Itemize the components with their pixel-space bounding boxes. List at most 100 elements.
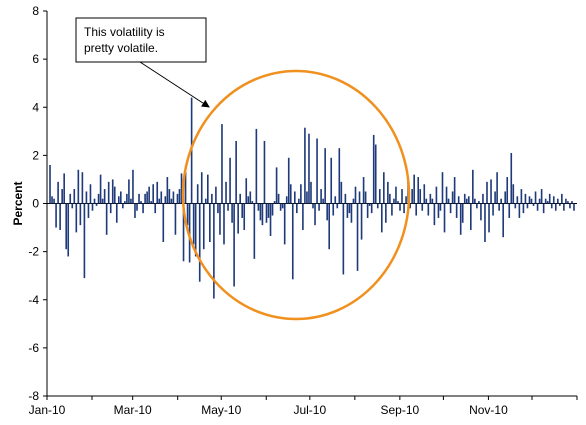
bar [61,189,63,204]
bar [429,193,432,204]
bar [496,172,498,204]
bar [89,184,92,204]
bar [530,198,533,204]
bar [465,198,468,204]
bar [170,198,173,204]
bar [538,198,541,204]
bar [253,203,256,259]
bar [289,184,292,204]
bar [296,203,298,214]
callout-text-line-2: pretty volatile. [84,41,158,55]
bar [437,203,440,218]
bar [559,203,561,206]
bar [306,191,308,204]
bar [122,203,124,209]
bar [312,203,314,209]
bar [514,203,517,209]
bar [308,133,310,204]
bar [524,193,527,204]
bar [431,198,434,204]
bar [520,189,523,204]
bar [508,203,511,218]
bar [184,172,187,204]
bar [237,203,239,234]
bar [124,201,126,204]
bar [512,184,515,204]
bar [160,191,163,204]
y-axis: 8 6 4 2 0 -2 -4 -6 -8 [28,4,48,403]
bar [332,203,335,216]
x-tick-label: Sep-10 [380,403,419,417]
bar [243,203,246,230]
bar [273,201,276,204]
bar [374,144,377,204]
bar [200,172,203,204]
bar [340,181,343,204]
bar [346,203,349,218]
bar [132,169,134,204]
bar [310,181,312,204]
bar [259,203,262,221]
bar [376,203,379,209]
bar [164,196,167,204]
bar [235,140,237,204]
bar [552,196,555,204]
bar [563,203,565,211]
bar [95,203,98,206]
bar [356,203,359,271]
bar [336,203,339,209]
bar [328,203,331,250]
bar [459,203,462,235]
bar [53,198,55,204]
bar [433,203,436,226]
bar [93,198,96,204]
bar [334,196,337,204]
bar [391,203,393,216]
bar [77,169,80,204]
bar [439,203,442,211]
bar [231,203,233,223]
bar [69,193,72,204]
bar [451,191,454,204]
bar [550,203,553,209]
bar [399,203,401,211]
bar [192,203,195,245]
bar [174,203,177,235]
annotation: This volatility is pretty volatile. [75,17,411,321]
bar [516,196,519,204]
bar [223,203,225,245]
bar [150,201,152,204]
bar [247,196,250,204]
bar [152,184,154,204]
bar [136,203,138,211]
bar [546,201,549,204]
x-tick-label: Mar-10 [114,403,152,417]
bar [342,203,345,275]
bar [484,203,486,242]
bar [213,203,215,299]
bar [107,181,110,204]
bar [548,193,551,204]
bar [498,203,500,211]
bar [542,203,545,214]
bar [198,203,201,282]
bar [300,184,302,204]
bar [536,203,539,211]
bar [67,203,70,257]
y-tick-label: 6 [32,52,39,66]
bar [142,203,144,214]
bar [358,191,361,204]
bar [101,198,104,204]
bar [97,193,100,204]
bar [162,203,165,242]
bar [494,191,496,204]
bar [476,203,478,209]
bar [556,198,559,204]
bar [532,203,535,206]
bar [49,165,51,204]
bar [87,203,90,218]
bar [51,196,53,204]
bar [449,203,452,214]
bar [435,186,438,204]
bar [352,198,355,204]
